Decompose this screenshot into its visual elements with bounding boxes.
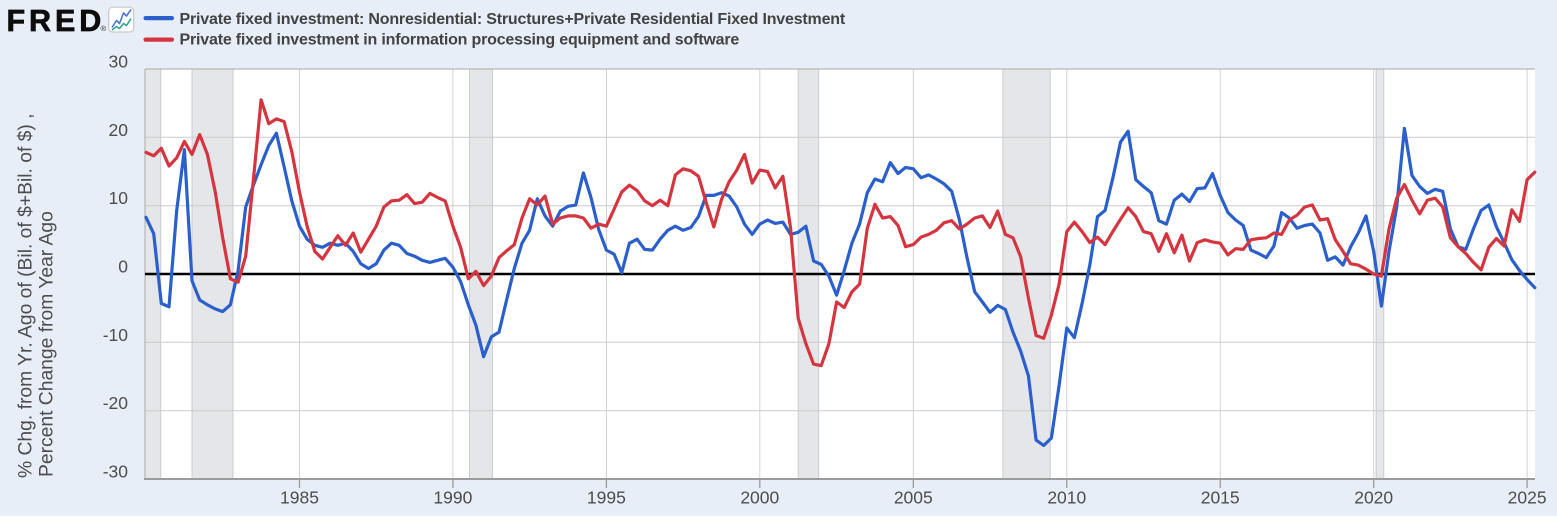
svg-text:2010: 2010 xyxy=(1047,488,1086,508)
svg-text:% Chg. from Yr. Ago of (Bil. o: % Chg. from Yr. Ago of (Bil. of $+Bil. o… xyxy=(16,113,37,478)
svg-text:2020: 2020 xyxy=(1354,488,1393,508)
svg-text:FRED: FRED xyxy=(7,4,106,38)
svg-text:2005: 2005 xyxy=(894,488,933,508)
svg-text:-10: -10 xyxy=(103,325,129,345)
svg-text:Percent Change from Year Ago: Percent Change from Year Ago xyxy=(37,211,58,477)
svg-text:Private fixed investment: Nonr: Private fixed investment: Nonresidential… xyxy=(180,11,846,28)
svg-text:®: ® xyxy=(101,24,107,33)
svg-text:2000: 2000 xyxy=(740,488,779,508)
svg-text:Private fixed investment in in: Private fixed investment in information … xyxy=(180,32,740,49)
svg-text:0: 0 xyxy=(118,257,128,277)
svg-text:30: 30 xyxy=(109,52,129,72)
svg-text:1995: 1995 xyxy=(587,488,626,508)
svg-text:1985: 1985 xyxy=(280,488,319,508)
svg-text:-20: -20 xyxy=(103,393,129,413)
svg-text:1990: 1990 xyxy=(433,488,472,508)
svg-text:2015: 2015 xyxy=(1201,488,1240,508)
svg-text:20: 20 xyxy=(109,120,129,140)
svg-text:-30: -30 xyxy=(103,462,129,482)
svg-text:10: 10 xyxy=(109,188,129,208)
svg-text:2025: 2025 xyxy=(1508,488,1547,508)
